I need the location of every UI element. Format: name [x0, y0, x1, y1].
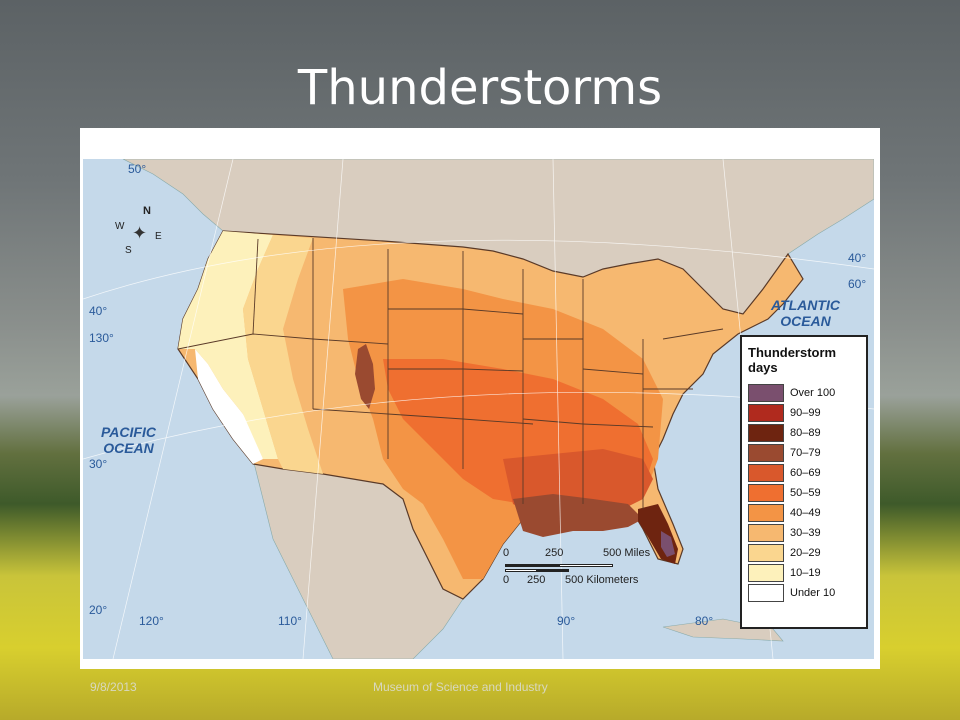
legend-label: 40–49	[790, 507, 821, 519]
compass-rose: N W E S ✦	[115, 205, 165, 257]
lat-label-40-west: 40°	[89, 304, 108, 318]
lat-label-30: 30°	[89, 457, 108, 471]
cuba-land	[662, 618, 784, 642]
legend-label: Over 100	[790, 387, 836, 399]
legend-row: Under 10	[748, 583, 860, 603]
legend-label: 30–39	[790, 527, 821, 539]
footer-center: Museum of Science and Industry	[373, 680, 548, 694]
map-svg	[83, 159, 874, 659]
lon-label-60: 60°	[848, 277, 867, 291]
legend-swatch	[748, 504, 784, 522]
legend-label: 90–99	[790, 407, 821, 419]
legend-label: 50–59	[790, 487, 821, 499]
lon-label-120: 120°	[139, 614, 164, 628]
lon-label-90: 90°	[557, 614, 576, 628]
legend-row: 70–79	[748, 443, 860, 463]
scale-miles-500: 500 Miles	[603, 547, 651, 559]
legend-row: 60–69	[748, 463, 860, 483]
legend-swatch	[748, 564, 784, 582]
lon-label-80: 80°	[695, 614, 714, 628]
zone-over100-florida	[661, 531, 675, 557]
pacific-label-line1: PACIFIC	[101, 424, 156, 440]
legend-row: 30–39	[748, 523, 860, 543]
legend-swatch	[748, 404, 784, 422]
legend-swatch	[748, 424, 784, 442]
scale-km-250: 250	[527, 574, 546, 586]
map-legend: Thunderstorm days Over 100 90–99 80–89 70–7…	[740, 335, 868, 629]
legend-rows: Over 100 90–99 80–89 70–79 60–69 50–59 40–49 30…	[748, 383, 860, 603]
legend-swatch	[748, 444, 784, 462]
atlantic-label-line1: ATLANTIC	[771, 297, 840, 313]
legend-row: 40–49	[748, 503, 860, 523]
atlantic-ocean-label: ATLANTIC OCEAN	[771, 297, 840, 329]
compass-e: E	[155, 231, 162, 242]
legend-row: 80–89	[748, 423, 860, 443]
lat-label-20: 20°	[89, 603, 108, 617]
map-figure: N W E S ✦ 50° 40° 130° 30° 20° 120° 110°…	[80, 128, 880, 669]
lon-label-110: 110°	[278, 614, 302, 628]
lon-label-130: 130°	[89, 331, 114, 345]
legend-row: Over 100	[748, 383, 860, 403]
pacific-label-line2: OCEAN	[103, 440, 154, 456]
legend-label: 60–69	[790, 467, 821, 479]
footer-date: 9/8/2013	[90, 680, 137, 694]
scale-bar-graphic	[503, 564, 683, 572]
scale-km-500: 500 Kilometers	[565, 574, 639, 586]
compass-s: S	[125, 245, 132, 256]
thunderstorm-map: N W E S ✦ 50° 40° 130° 30° 20° 120° 110°…	[83, 159, 874, 659]
legend-row: 20–29	[748, 543, 860, 563]
state-borders	[177, 238, 724, 509]
zone-70-79-gulf	[513, 494, 643, 537]
legend-title: Thunderstorm days	[748, 345, 860, 375]
compass-n: N	[143, 205, 151, 217]
zone-under10-west	[195, 349, 263, 464]
legend-label: 70–79	[790, 447, 821, 459]
legend-row: 10–19	[748, 563, 860, 583]
zone-20-29-west	[243, 235, 323, 474]
legend-row: 50–59	[748, 483, 860, 503]
legend-label: 20–29	[790, 547, 821, 559]
legend-label: 10–19	[790, 567, 821, 579]
compass-w: W	[115, 221, 125, 232]
pacific-ocean-label: PACIFIC OCEAN	[101, 424, 156, 456]
scale-miles-labels: 0 250 500 Miles	[503, 547, 683, 561]
legend-swatch	[748, 584, 784, 602]
scale-miles-250: 250	[545, 547, 564, 559]
scale-km-labels: 0 250 500 Kilometers	[503, 574, 683, 588]
slide-title: Thunderstorms	[297, 60, 663, 116]
legend-row: 90–99	[748, 403, 860, 423]
legend-title-line2: days	[748, 360, 778, 375]
legend-swatch	[748, 544, 784, 562]
compass-star-icon: ✦	[132, 223, 148, 243]
legend-title-line1: Thunderstorm	[748, 345, 837, 360]
legend-swatch	[748, 524, 784, 542]
lat-label-50: 50°	[128, 162, 147, 176]
zone-10-19-west	[178, 231, 278, 459]
legend-label: 80–89	[790, 427, 821, 439]
legend-swatch	[748, 484, 784, 502]
scale-miles-0: 0	[503, 547, 510, 559]
legend-label: Under 10	[790, 587, 836, 599]
legend-swatch	[748, 464, 784, 482]
atlantic-label-line2: OCEAN	[780, 313, 831, 329]
zone-70-79-rockies	[355, 344, 375, 409]
scale-km-0: 0	[503, 574, 510, 586]
lat-label-40-east: 40°	[848, 251, 867, 265]
legend-swatch	[748, 384, 784, 402]
scale-bar: 0 250 500 Miles 0 250 500 Kilometers	[503, 547, 683, 587]
